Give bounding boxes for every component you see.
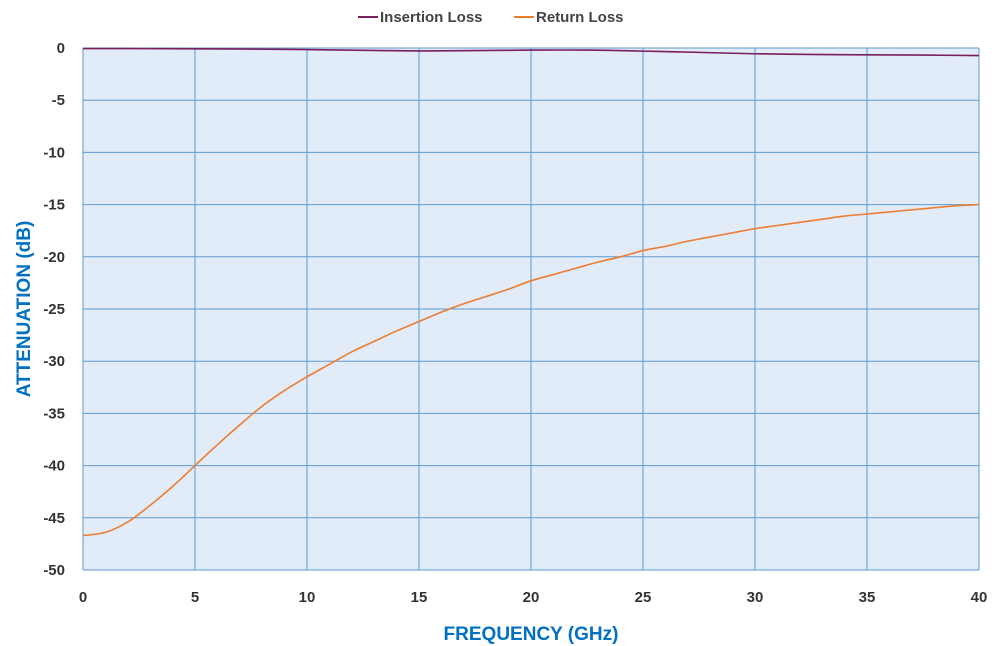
y-axis-title: ATTENUATION (dB) [14,221,35,398]
y-tick-label: -30 [43,353,65,370]
y-tick-label: -5 [52,92,65,109]
x-tick-label: 5 [191,589,199,606]
y-axis-ticks: 0 -5 -10 -15 -20 -25 -30 -35 -40 -45 -50 [43,40,65,579]
x-tick-label: 40 [971,589,988,606]
y-tick-label: -35 [43,405,65,422]
x-tick-label: 10 [299,589,316,606]
y-tick-label: 0 [57,40,65,57]
x-tick-label: 15 [411,589,428,606]
y-tick-label: -20 [43,249,65,266]
series-layer [82,47,980,537]
x-tick-label: 30 [747,589,764,606]
x-axis-ticks: 0 5 10 15 20 25 30 35 40 [79,589,988,606]
x-tick-label: 0 [79,589,87,606]
y-tick-label: -10 [43,144,65,161]
y-tick-label: -15 [43,197,65,214]
y-tick-label: -45 [43,510,65,527]
grid-lines [82,47,980,571]
x-axis-title: FREQUENCY (GHz) [444,624,619,645]
legend-label: Insertion Loss [380,9,483,26]
y-tick-label: -25 [43,301,65,318]
x-tick-label: 35 [859,589,876,606]
legend: Insertion Loss Return Loss [358,9,624,26]
legend-label: Return Loss [536,9,624,26]
y-tick-label: -50 [43,562,65,579]
series-line-return-loss [82,203,980,537]
y-tick-label: -40 [43,458,65,475]
series-line-insertion-loss [82,47,980,57]
x-tick-label: 20 [523,589,540,606]
x-tick-label: 25 [635,589,652,606]
